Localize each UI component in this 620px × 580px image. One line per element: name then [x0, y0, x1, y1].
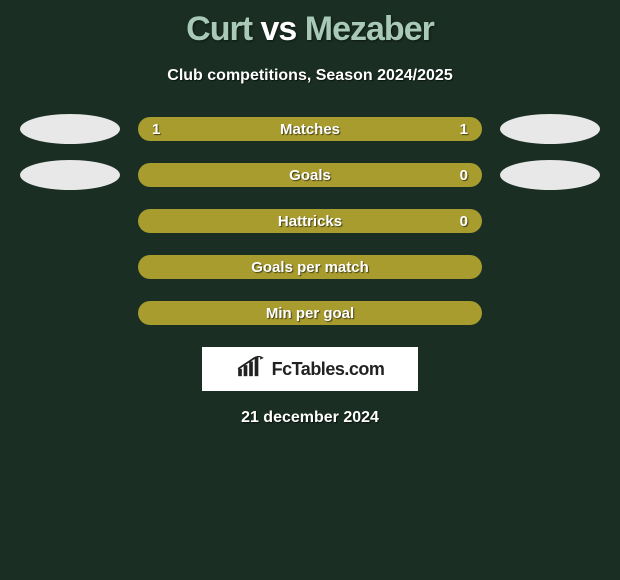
stat-row: Goals per match [0, 255, 620, 279]
stat-left-value: 1 [152, 121, 164, 138]
stat-bar-mpg: Min per goal [138, 301, 482, 325]
chart-icon [236, 356, 266, 383]
stat-row: Goals 0 [0, 163, 620, 187]
stat-label: Matches [280, 121, 340, 138]
player1-name: Curt [186, 10, 252, 48]
player1-avatar [20, 160, 120, 190]
player2-avatar [500, 160, 600, 190]
stat-label: Goals [289, 167, 331, 184]
stat-row: 1 Matches 1 [0, 117, 620, 141]
player1-avatar [20, 114, 120, 144]
stat-label: Goals per match [251, 259, 369, 276]
stat-right-value: 0 [456, 213, 468, 230]
stat-rows: 1 Matches 1 Goals 0 Hattricks 0 Goals pe… [0, 117, 620, 325]
brand-text: FcTables.com [272, 359, 385, 380]
stat-bar-matches: 1 Matches 1 [138, 117, 482, 141]
stat-right-value: 1 [456, 121, 468, 138]
stat-bar-goals: Goals 0 [138, 163, 482, 187]
stat-bar-hattricks: Hattricks 0 [138, 209, 482, 233]
vs-text: vs [261, 10, 297, 48]
stat-label: Min per goal [266, 305, 354, 322]
stat-row: Min per goal [0, 301, 620, 325]
player2-name: Mezaber [305, 10, 434, 48]
subtitle: Club competitions, Season 2024/2025 [0, 67, 620, 85]
comparison-title: Curt vs Mezaber [0, 0, 620, 49]
player2-avatar [500, 114, 600, 144]
stat-row: Hattricks 0 [0, 209, 620, 233]
stat-label: Hattricks [278, 213, 342, 230]
brand-badge: FcTables.com [202, 347, 418, 391]
stat-right-value: 0 [456, 167, 468, 184]
date-text: 21 december 2024 [0, 409, 620, 427]
stat-bar-gpm: Goals per match [138, 255, 482, 279]
